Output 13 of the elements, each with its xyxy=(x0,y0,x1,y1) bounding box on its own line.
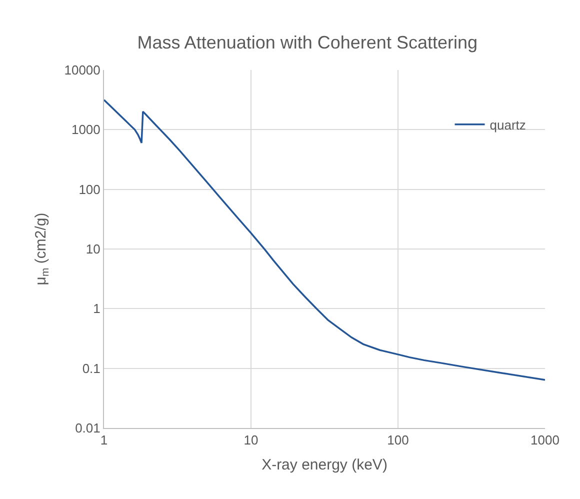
x-tick-label: 1000 xyxy=(530,432,560,448)
y-tick-label: 0.01 xyxy=(75,420,100,436)
y-tick-label: 10 xyxy=(86,242,100,257)
chart-title: Mass Attenuation with Coherent Scattering xyxy=(137,32,478,53)
y-tick-label: 0.1 xyxy=(82,360,100,376)
y-tick-label: 1000 xyxy=(71,122,100,138)
y-tick-label: 1 xyxy=(93,301,100,316)
x-tick-label: 100 xyxy=(387,432,409,448)
y-tick-label: 100 xyxy=(78,182,100,197)
x-tick-label: 10 xyxy=(244,432,258,448)
x-axis-title: X-ray energy (keV) xyxy=(262,456,388,474)
y-tick-label: 10000 xyxy=(64,62,100,78)
legend-label: quartz xyxy=(490,117,526,132)
